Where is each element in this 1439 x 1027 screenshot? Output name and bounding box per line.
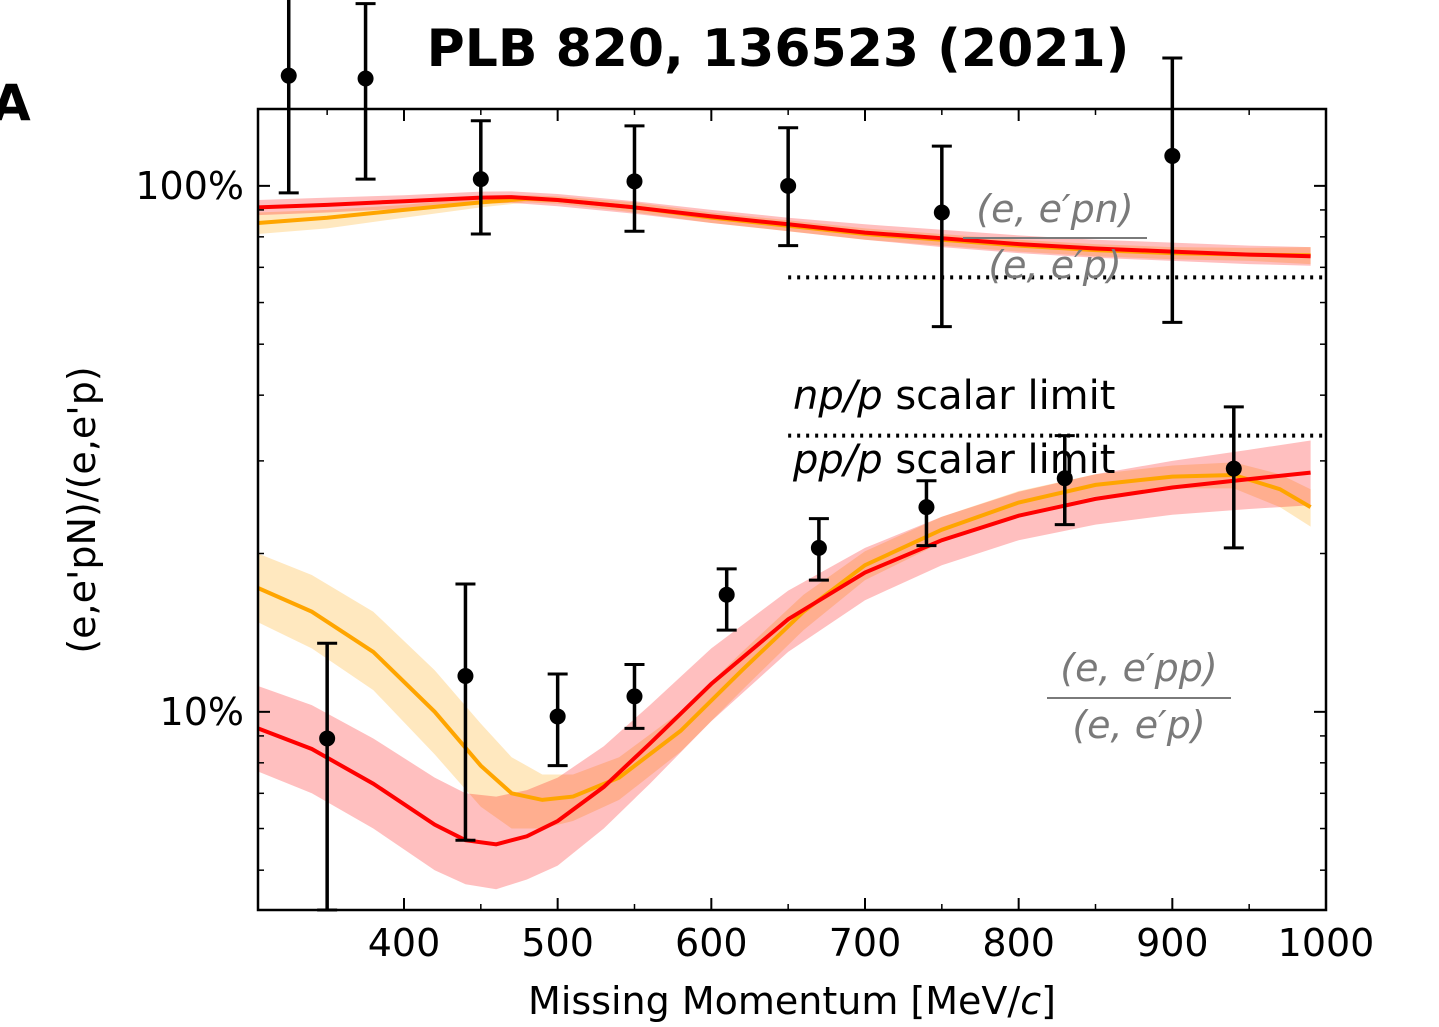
pp-ratio-denominator: (e, e′p)	[1072, 703, 1205, 747]
data-marker	[550, 708, 566, 724]
model-lines	[258, 197, 1311, 844]
data-marker	[457, 668, 473, 684]
data-point-6	[1162, 58, 1182, 322]
np-limit-italic: np/p	[793, 373, 883, 419]
pp-limit-italic: pp/p	[792, 437, 883, 483]
x-tick-label: 600	[675, 921, 748, 965]
data-marker	[918, 499, 934, 515]
np-ratio-denominator: (e, e′p)	[988, 243, 1121, 287]
data-point-9	[548, 674, 568, 766]
model-bands	[258, 191, 1311, 889]
np-limit-rest: scalar limit	[883, 373, 1116, 419]
data-marker	[719, 587, 735, 603]
data-marker	[281, 68, 297, 84]
chart-title: PLB 820, 136523 (2021)	[427, 19, 1130, 79]
x-tick-label: 900	[1136, 921, 1209, 965]
data-marker	[780, 178, 796, 194]
data-point-1	[356, 4, 376, 179]
x-tick-label: 800	[982, 921, 1055, 965]
corner-mark: A	[0, 74, 31, 132]
data-point-11	[717, 569, 737, 630]
y-tick-label: 10%	[160, 690, 244, 734]
x-tick-label: 500	[521, 921, 594, 965]
data-marker	[934, 204, 950, 220]
data-marker	[319, 730, 335, 746]
np-ratio-numerator: (e, e′pn)	[976, 187, 1133, 231]
data-marker	[473, 171, 489, 187]
x-tick-label: 700	[829, 921, 902, 965]
data-point-3	[624, 126, 644, 231]
x-tick-label: 1000	[1278, 921, 1375, 965]
data-marker	[1164, 148, 1180, 164]
x-tick-label: 400	[368, 921, 441, 965]
data-point-0	[279, 0, 299, 193]
x-axis-label: Missing Momentum [MeV/c]	[528, 979, 1056, 1023]
data-point-2	[471, 121, 491, 234]
data-marker	[1226, 461, 1242, 477]
data-marker	[811, 540, 827, 556]
data-marker	[626, 688, 642, 704]
pp-limit-rest: scalar limit	[883, 437, 1116, 483]
np-limit-label: np/p scalar limit	[793, 373, 1115, 419]
pp-ratio-numerator: (e, e′pp)	[1060, 646, 1217, 690]
data-marker	[358, 70, 374, 86]
x-axis-label-end: ]	[1041, 979, 1056, 1023]
y-tick-label: 100%	[135, 164, 244, 208]
pp-limit-label: pp/p scalar limit	[792, 437, 1116, 483]
x-axis-label-italic: c	[1020, 979, 1041, 1023]
data-marker	[626, 173, 642, 189]
x-axis-label-main: Missing Momentum [MeV/	[528, 979, 1020, 1023]
y-axis-label: (e,e'pN)/(e,e'p)	[60, 366, 104, 653]
axis-ticks: 400 500 600 700 800 900 1000 10% 100%	[135, 109, 1374, 965]
